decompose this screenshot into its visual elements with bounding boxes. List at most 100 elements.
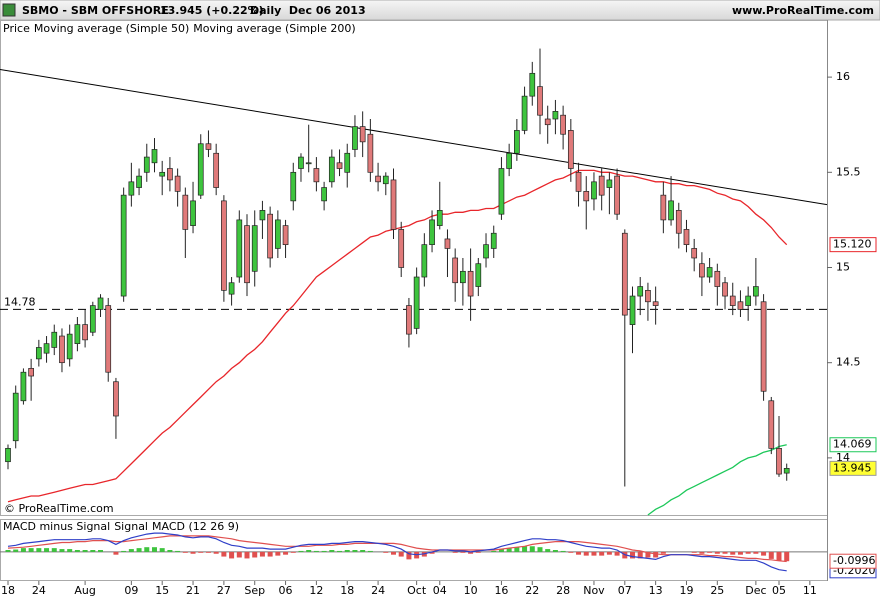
candle-body	[760, 301, 767, 392]
macd-histogram-bar	[784, 551, 790, 562]
quote: 13.945 (+0.22%)	[160, 4, 264, 17]
candle-body	[514, 130, 520, 154]
macd-line	[7, 535, 787, 563]
candle-body	[413, 276, 420, 329]
macd-histogram-bar	[321, 550, 327, 552]
candle-body	[113, 381, 119, 417]
macd-histogram-bar	[529, 546, 535, 552]
macd-histogram-bar	[768, 551, 774, 559]
x-tick-label: Sep	[244, 584, 265, 597]
candle-body	[753, 286, 759, 297]
macd-histogram-bar	[337, 550, 343, 552]
macd-histogram-bar	[560, 550, 566, 552]
candle-body	[82, 324, 88, 341]
candle-body	[105, 305, 112, 373]
macd-histogram-bar	[236, 551, 242, 558]
x-tick-label: 25	[710, 584, 724, 597]
x-tick-label: 21	[186, 584, 200, 597]
macd-histogram-bar	[144, 547, 150, 552]
x-tick-label: 15	[155, 584, 169, 597]
macd-histogram-bar	[406, 551, 412, 560]
candle-body	[629, 295, 636, 325]
macd-histogram-bar	[74, 550, 80, 552]
macd-histogram-bar	[653, 551, 659, 558]
candle-body	[668, 200, 674, 221]
candle-body	[621, 232, 628, 316]
candle-body	[390, 179, 397, 230]
candle-body	[352, 126, 358, 150]
x-tick-label: 11	[803, 584, 817, 597]
x-tick-label: 24	[32, 584, 46, 597]
site: www.ProRealTime.com	[732, 4, 874, 17]
candle-body	[544, 118, 551, 126]
macd-histogram-bar	[267, 551, 273, 557]
macd-histogram-bar	[313, 550, 319, 552]
candle-body	[460, 270, 466, 284]
macd-histogram-bar	[82, 550, 88, 552]
macd-line	[7, 532, 787, 572]
legend-entry: Price	[3, 22, 30, 35]
candle-body	[375, 175, 381, 183]
candle-body	[74, 324, 81, 345]
macd-histogram-bar	[514, 547, 520, 552]
legend-entry: MACD minus Signal	[3, 520, 110, 533]
candle-body	[12, 392, 19, 442]
candle-body	[128, 181, 135, 196]
x-tick-label: 28	[556, 584, 570, 597]
macd-histogram-bar	[699, 551, 705, 554]
candle-body	[598, 175, 605, 196]
macd-histogram-bar	[452, 551, 458, 553]
macd-histogram-bar	[98, 550, 104, 552]
trend-line	[0, 69, 828, 206]
candle-body	[776, 448, 782, 475]
x-tick-label: 06	[279, 584, 293, 597]
candle-body	[691, 248, 698, 259]
macd-histogram-bar	[568, 551, 574, 553]
candle-body	[567, 130, 574, 169]
macd-histogram-bar	[167, 550, 173, 552]
x-tick-label: 18	[340, 584, 354, 597]
x-tick-label: 27	[217, 584, 231, 597]
macd-histogram-bar	[128, 549, 134, 552]
macd-histogram-bar	[175, 550, 181, 552]
candle-body	[560, 114, 566, 135]
x-tick-label: 13	[649, 584, 663, 597]
candle-body	[20, 371, 27, 402]
macd-histogram-bar	[13, 549, 19, 552]
y-tick-label: 16	[836, 70, 850, 83]
macd-histogram-bar	[344, 550, 350, 552]
candle-body	[298, 156, 304, 169]
macd-histogram-bar	[537, 547, 543, 552]
macd-histogram-bar	[545, 549, 551, 552]
period: Daily Dec 06 2013	[250, 4, 366, 17]
histogram-last: -0.0996	[833, 554, 875, 567]
macd-histogram-bar	[329, 550, 335, 552]
candle-body	[344, 152, 351, 173]
candle-body	[159, 171, 166, 177]
ma200-last: 14.069	[833, 438, 872, 451]
candle-body	[313, 168, 320, 183]
y-tick-label: 14	[836, 451, 850, 464]
candle-body	[444, 238, 451, 249]
candle-body	[729, 295, 736, 306]
candle-body	[467, 270, 474, 297]
candle-body	[575, 171, 582, 192]
macd-histogram-bar	[252, 551, 258, 558]
candle-body	[151, 149, 158, 164]
candle-body	[475, 263, 482, 287]
legend-entry: Moving average (Simple 200)	[193, 22, 355, 35]
macd-histogram-bar	[259, 551, 265, 557]
candle-body	[190, 200, 196, 226]
x-tick-label: 12	[309, 584, 323, 597]
macd-histogram-bar	[761, 551, 767, 556]
candle-body	[174, 175, 181, 192]
candle-body	[452, 257, 459, 284]
candle-body	[290, 171, 297, 202]
macd-histogram-bar	[151, 547, 157, 552]
macd-histogram-bar	[468, 551, 474, 554]
ma50-last: 15.120	[833, 238, 872, 251]
macd-histogram-bar	[753, 551, 759, 554]
macd-histogram-bar	[660, 551, 666, 554]
candle-body	[591, 181, 597, 200]
x-tick-label: 07	[618, 584, 632, 597]
